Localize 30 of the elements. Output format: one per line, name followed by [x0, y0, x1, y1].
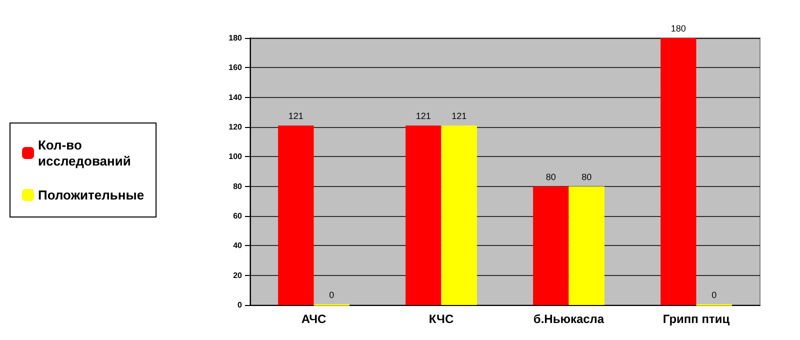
data-label: 121	[416, 111, 431, 122]
y-tick-label: 60	[233, 212, 243, 220]
legend-label: Кол-во исследований	[38, 138, 131, 168]
bar	[278, 126, 314, 305]
x-tick-label: б.Ньюкасла	[533, 312, 604, 326]
data-label: 80	[582, 172, 592, 182]
y-tick-label: 160	[228, 63, 243, 72]
data-label: 80	[546, 172, 556, 182]
bar	[533, 186, 569, 305]
data-label: 180	[670, 24, 686, 34]
y-tick-label: 40	[233, 241, 243, 250]
bar	[568, 186, 604, 305]
data-label: 121	[288, 111, 304, 122]
bar	[406, 126, 442, 305]
y-tick-label: 20	[233, 270, 243, 280]
y-tick-label: 120	[228, 122, 243, 132]
data-label: 0	[329, 290, 334, 300]
data-label: 0	[712, 290, 717, 300]
x-tick-label: АЧС	[301, 312, 327, 326]
x-tick-label: КЧС	[428, 312, 454, 326]
y-tick-label: 180	[228, 34, 243, 42]
x-tick-label: Грипп птиц	[662, 312, 730, 326]
y-tick-label: 100	[228, 152, 243, 162]
y-tick-label: 140	[228, 92, 243, 102]
y-tick-label: 0	[238, 300, 243, 310]
bar	[660, 38, 696, 305]
bar	[441, 126, 477, 305]
data-label: 121	[452, 111, 467, 122]
y-tick-label: 80	[233, 182, 243, 191]
legend-label: Положительные	[38, 188, 144, 202]
